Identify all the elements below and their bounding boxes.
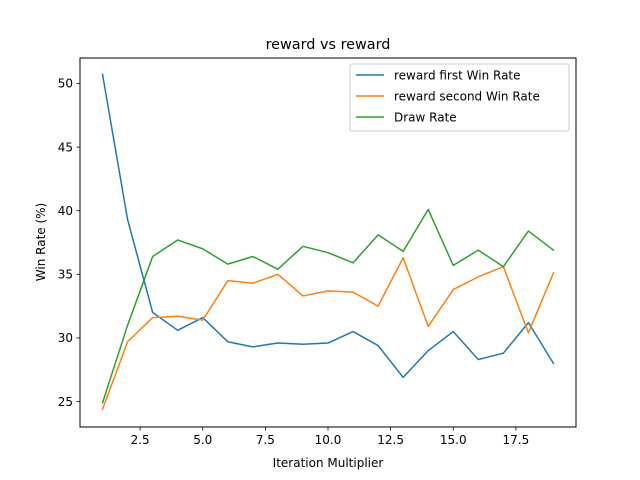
y-tick-label: 25 bbox=[58, 395, 73, 409]
y-axis: 25 30 35 40 45 50 bbox=[58, 77, 80, 409]
legend-label-3: Draw Rate bbox=[394, 110, 457, 124]
x-tick-label: 17.5 bbox=[503, 433, 530, 447]
legend-label-1: reward first Win Rate bbox=[394, 68, 521, 82]
legend-label-2: reward second Win Rate bbox=[394, 89, 540, 103]
series-line-2 bbox=[101, 257, 555, 411]
y-tick-label: 45 bbox=[58, 140, 73, 154]
x-tick-label: 7.5 bbox=[256, 433, 275, 447]
x-tick-label: 10.0 bbox=[315, 433, 342, 447]
y-tick-label: 35 bbox=[58, 268, 73, 282]
x-axis: 2.5 5.0 7.5 10.0 12.5 15.0 17.5 bbox=[131, 427, 530, 447]
series-line-3 bbox=[101, 208, 555, 404]
y-tick-label: 40 bbox=[58, 204, 73, 218]
series-layer bbox=[101, 73, 555, 411]
x-tick-label: 2.5 bbox=[131, 433, 150, 447]
x-tick-label: 5.0 bbox=[193, 433, 212, 447]
y-tick-label: 30 bbox=[58, 331, 73, 345]
x-axis-label: Iteration Multiplier bbox=[273, 456, 384, 470]
y-tick-label: 50 bbox=[58, 77, 73, 91]
x-tick-label: 12.5 bbox=[377, 433, 404, 447]
legend-frame bbox=[349, 63, 570, 132]
x-tick-label: 15.0 bbox=[440, 433, 467, 447]
legend: reward first Win Rate reward second Win R… bbox=[349, 63, 570, 132]
y-axis-label: Win Rate (%) bbox=[34, 203, 48, 281]
chart-title: reward vs reward bbox=[266, 37, 391, 53]
